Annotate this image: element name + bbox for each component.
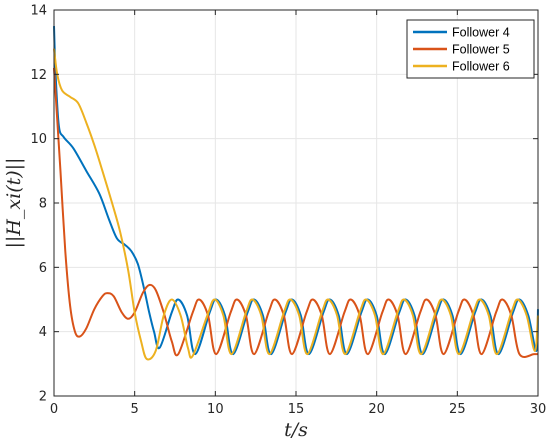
- legend-label: Follower 4: [452, 26, 510, 40]
- legend-label: Follower 5: [452, 43, 510, 57]
- axis-ticks: 0 5 10 15 20 25 30 2 4 6 8 10 12 14: [30, 4, 546, 418]
- y-tick-label: 14: [30, 4, 47, 19]
- y-tick-label: 2: [39, 390, 47, 405]
- x-tick-label: 10: [207, 402, 224, 417]
- x-tick-label: 20: [368, 402, 385, 417]
- x-axis-label: t/s: [284, 419, 308, 441]
- series-line-follower-5: [53, 67, 538, 359]
- x-tick-label: 0: [50, 402, 58, 417]
- series-line-follower-4: [53, 26, 539, 356]
- y-tick-label: 8: [39, 197, 47, 212]
- x-tick-label: 25: [449, 402, 466, 417]
- x-tick-label: 15: [288, 402, 305, 417]
- series-line-follower-6: [53, 48, 539, 361]
- y-tick-label: 6: [39, 261, 47, 276]
- x-tick-label: 5: [131, 402, 139, 417]
- legend: Follower 4 Follower 5 Follower 6: [406, 19, 535, 79]
- y-axis-label: ||H_xi(t)||: [3, 158, 25, 249]
- y-tick-label: 4: [39, 325, 47, 340]
- x-tick-label: 30: [530, 402, 547, 417]
- y-tick-label: 12: [30, 68, 47, 83]
- series-lines: [53, 26, 539, 361]
- y-tick-label: 10: [30, 132, 47, 147]
- legend-label: Follower 6: [452, 60, 510, 74]
